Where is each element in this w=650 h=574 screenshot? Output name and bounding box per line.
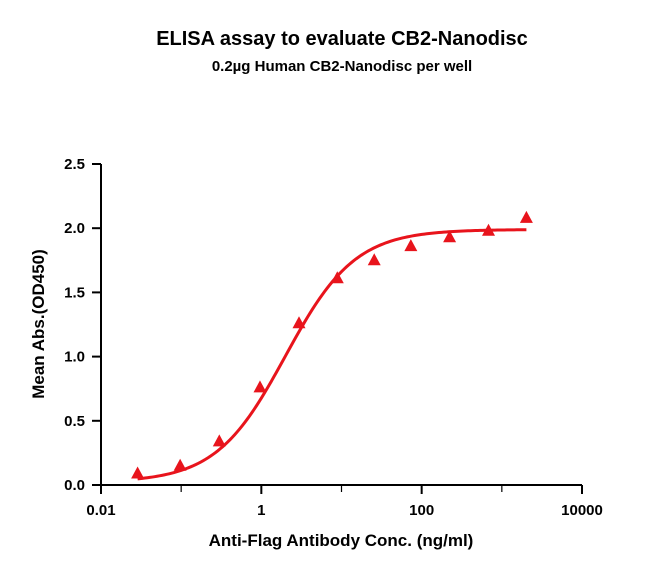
- y-tick-label: 1.0: [64, 349, 85, 366]
- x-axis-title: Anti-Flag Antibody Conc. (ng/ml): [209, 531, 474, 550]
- data-point: [253, 380, 267, 393]
- data-points: [131, 210, 533, 479]
- y-tick-label: 0.0: [64, 477, 85, 494]
- data-point: [443, 230, 457, 243]
- y-tick-label: 2.5: [64, 156, 85, 173]
- y-tick-label: 0.5: [64, 413, 85, 430]
- x-tick-label: 100: [409, 502, 434, 519]
- fit-curve: [137, 228, 527, 481]
- data-point: [292, 316, 306, 329]
- data-point: [404, 239, 418, 252]
- data-point: [367, 253, 381, 266]
- data-point: [330, 271, 344, 284]
- chart-title: ELISA assay to evaluate CB2-Nanodisc: [156, 28, 528, 50]
- y-axis-ticks: 0.0 0.5 1.0 1.5 2.0 2.5: [64, 156, 101, 494]
- y-axis-title: Mean Abs.(OD450): [29, 249, 48, 399]
- y-tick-label: 1.5: [64, 284, 85, 301]
- y-tick-label: 2.0: [64, 220, 85, 237]
- x-tick-label: 10000: [561, 502, 603, 519]
- axes: [100, 164, 582, 486]
- data-point: [212, 434, 226, 447]
- data-point: [173, 458, 187, 471]
- data-point: [482, 223, 496, 236]
- data-point: [519, 210, 533, 223]
- x-axis-ticks: 0.01 1 100 10000: [86, 485, 603, 519]
- x-tick-label: 1: [257, 502, 265, 519]
- chart-subtitle: 0.2µg Human CB2-Nanodisc per well: [212, 58, 472, 75]
- data-point: [131, 466, 145, 479]
- x-tick-label: 0.01: [86, 502, 115, 519]
